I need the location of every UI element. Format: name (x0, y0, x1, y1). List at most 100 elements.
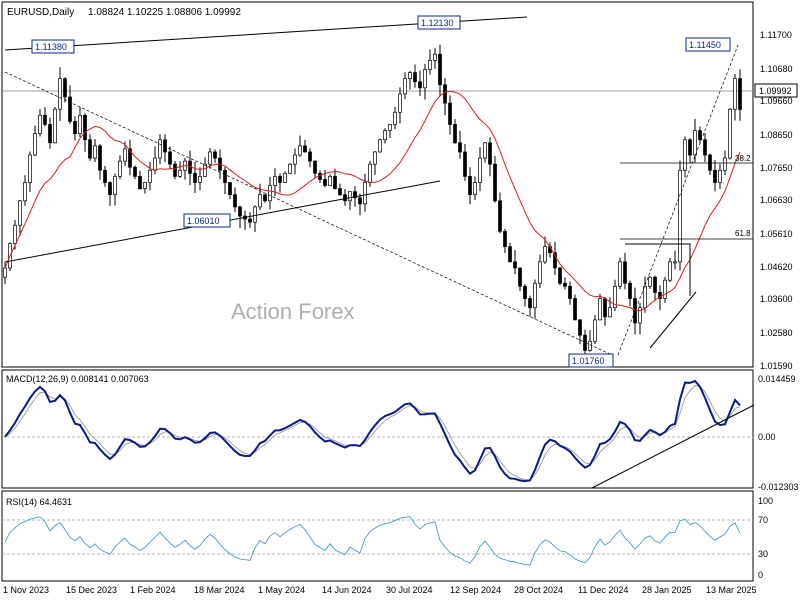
candle-body (733, 78, 737, 110)
price-annotation: 1.12130 (417, 15, 461, 30)
macd-tick-label: 0.00 (758, 432, 776, 442)
macd-label: MACD(12,26,9) 0.008141 0.007063 (6, 374, 149, 384)
candle-body (303, 145, 307, 153)
candle-body (663, 279, 667, 299)
candle-body (398, 93, 402, 113)
candle-body (173, 163, 177, 177)
candle-body (28, 154, 32, 183)
candle-body (673, 261, 677, 264)
candle-body (738, 78, 742, 110)
candle-body (238, 206, 242, 217)
candle-body (43, 114, 47, 125)
rsi-line (4, 516, 741, 566)
candle-body (333, 176, 337, 189)
price-annotation: 1.06010 (183, 213, 231, 228)
candle-body (598, 298, 602, 321)
macd-trendline (591, 404, 755, 489)
candle-body (708, 154, 712, 171)
candle-body (418, 81, 422, 89)
candle-body (388, 124, 392, 131)
candle-body (323, 179, 327, 186)
candle-body (338, 188, 342, 196)
candle-body (703, 139, 707, 156)
candle-body (73, 121, 77, 134)
x-tick-label: 15 Dec 2023 (66, 585, 117, 595)
chart-ohlc-label: 1.08824 1.10225 1.08806 1.09992 (88, 7, 241, 18)
candle-body (693, 130, 697, 156)
candle-body (428, 59, 432, 70)
price-box-label: 1.11450 (689, 40, 721, 50)
x-axis: 1 Nov 2023 15 Dec 2023 1 Feb 2024 18 Mar… (3, 585, 757, 595)
price-box-label: 1.01760 (572, 356, 605, 366)
y-tick-label: 1.05610 (760, 229, 793, 239)
candle-body (113, 176, 117, 196)
y-tick-label: 1.07650 (760, 163, 793, 173)
x-tick-label: 13 Mar 2025 (706, 585, 757, 595)
current-price-label: 1.09992 (759, 86, 792, 96)
candle-body (513, 261, 517, 269)
candle-body (38, 114, 42, 134)
candle-body (518, 267, 522, 287)
x-tick-label: 1 Nov 2023 (3, 585, 49, 595)
y-tick-label: 1.09660 (760, 96, 793, 106)
candle-body (83, 114, 87, 141)
candle-body (348, 191, 352, 202)
candle-body (233, 194, 237, 208)
candle-body (593, 319, 597, 342)
candle-body (53, 108, 57, 144)
candle-body (63, 78, 67, 98)
price-y-axis: 1.11700 1.10680 1.09660 1.08650 1.07650 … (760, 30, 793, 371)
rsi-panel-border (1, 490, 754, 582)
candle-body (198, 176, 202, 183)
candle-body (463, 151, 467, 177)
candle-body (558, 267, 562, 284)
dashed-trendline-down (4, 71, 613, 356)
candle-body (123, 148, 127, 162)
candle-body (383, 130, 387, 141)
candle-body (258, 194, 262, 208)
fib-38-label: 38.2 (735, 154, 751, 163)
candle-body (368, 163, 372, 183)
moving-average-line (4, 90, 741, 312)
candle-body (638, 307, 642, 324)
candle-body (48, 124, 52, 144)
triangle-bottom-line (649, 291, 697, 349)
candle-body (88, 139, 92, 159)
candle-body (653, 276, 657, 293)
candle-body (493, 163, 497, 202)
candle-body (613, 285, 617, 309)
candle-body (658, 292, 662, 299)
candle-body (603, 298, 607, 318)
candle-body (138, 176, 142, 189)
current-price-box (754, 83, 798, 98)
candle-body (68, 96, 72, 122)
rsi-tick-label: 30 (758, 549, 768, 559)
candle-body (458, 142, 462, 153)
candle-body (698, 130, 702, 141)
rsi-label: RSI(14) 64.4631 (6, 497, 72, 507)
candle-body (273, 176, 277, 186)
price-panel-border (1, 1, 754, 368)
candle-body (18, 200, 22, 226)
candle-body (503, 230, 507, 247)
rsi-tick-label: 100 (758, 496, 773, 506)
candle-body (93, 145, 97, 159)
candle-body (453, 124, 457, 144)
candle-body (58, 78, 62, 110)
candle-body (288, 163, 292, 174)
candle-body (528, 298, 532, 309)
x-tick-label: 1 May 2024 (258, 585, 305, 595)
candle-body (148, 169, 152, 183)
candle-body (553, 252, 557, 269)
x-tick-label: 1 Feb 2024 (130, 585, 176, 595)
candle-body (98, 145, 102, 171)
candle-body (153, 157, 157, 171)
candle-body (403, 78, 407, 95)
candle-body (328, 176, 332, 186)
candle-body (648, 276, 652, 287)
candle-body (678, 169, 682, 263)
y-tick-label: 1.01590 (760, 361, 793, 371)
candle-body (643, 285, 647, 309)
candle-body (538, 261, 542, 284)
candle-body (278, 176, 282, 183)
